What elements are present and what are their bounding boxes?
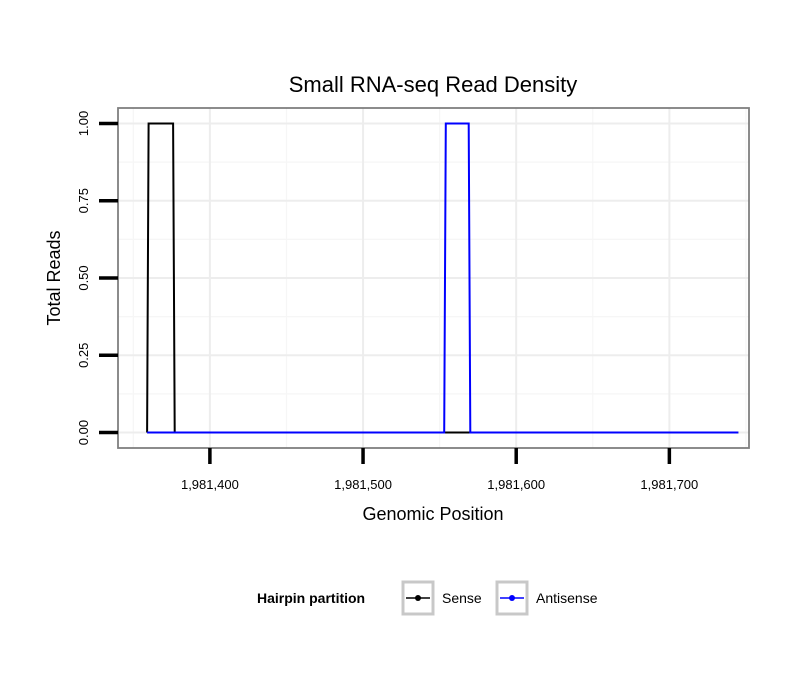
x-axis: 1,981,400 1,981,500 1,981,600 1,981,700 bbox=[181, 448, 698, 492]
legend-label-antisense: Antisense bbox=[536, 590, 598, 606]
y-axis-title: Total Reads bbox=[44, 230, 64, 325]
legend-key-antisense-point bbox=[509, 595, 515, 601]
y-tick-label-4: 1.00 bbox=[76, 111, 91, 136]
x-tick-label-2: 1,981,600 bbox=[487, 477, 545, 492]
x-tick-label-0: 1,981,400 bbox=[181, 477, 239, 492]
legend-entry-antisense: Antisense bbox=[495, 580, 598, 616]
y-axis: 0.00 0.25 0.50 0.75 1.00 bbox=[76, 111, 118, 445]
x-axis-title: Genomic Position bbox=[362, 504, 503, 524]
y-tick-label-2: 0.50 bbox=[76, 265, 91, 290]
legend-entry-sense: Sense bbox=[401, 580, 482, 616]
y-tick-label-3: 0.75 bbox=[76, 188, 91, 213]
x-tick-label-1: 1,981,500 bbox=[334, 477, 392, 492]
chart-title: Small RNA-seq Read Density bbox=[289, 72, 578, 97]
y-tick-label-0: 0.00 bbox=[76, 420, 91, 445]
x-tick-label-3: 1,981,700 bbox=[640, 477, 698, 492]
series-line-antisense bbox=[147, 122, 739, 434]
series-layer bbox=[146, 122, 739, 434]
legend-key-sense-point bbox=[415, 595, 421, 601]
plot-panel bbox=[117, 107, 750, 449]
y-tick-label-1: 0.25 bbox=[76, 343, 91, 368]
legend-label-sense: Sense bbox=[442, 590, 482, 606]
legend-title: Hairpin partition bbox=[257, 590, 365, 606]
legend: Hairpin partition Sense Antisense bbox=[257, 580, 598, 616]
